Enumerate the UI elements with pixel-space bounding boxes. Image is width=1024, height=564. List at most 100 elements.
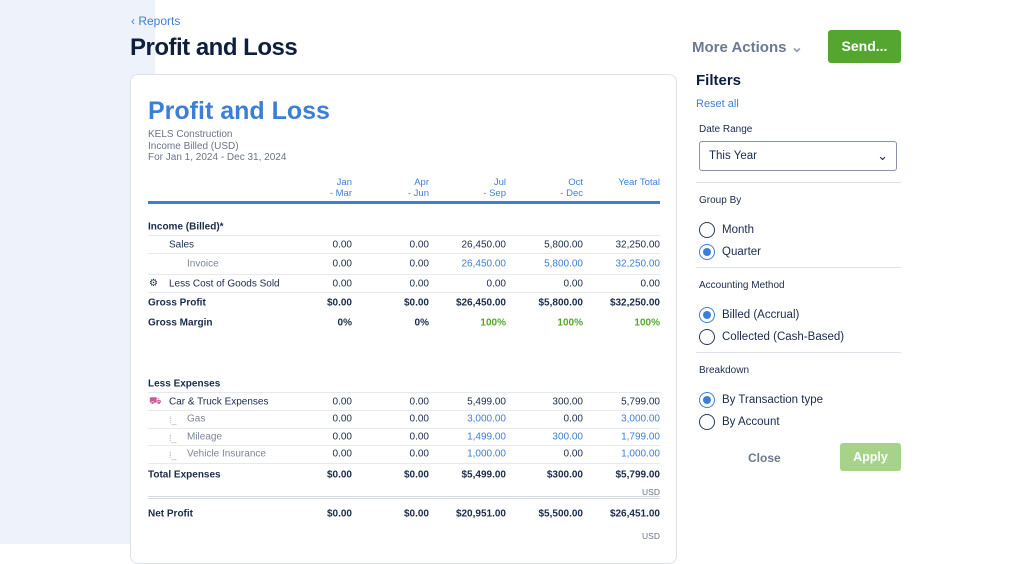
amount: 0.00 [563, 448, 583, 460]
amount-link[interactable]: 3,000.00 [467, 413, 506, 425]
column-headers: Jan - Mar Apr - Jun Jul - Sep Oct - Dec Year Tot… [148, 177, 660, 204]
truck-icon: ⛟ [149, 396, 162, 407]
chevron-down-icon: ⌄ [790, 39, 804, 56]
amount: 0.00 [332, 396, 352, 407]
amount: $0.00 [403, 297, 429, 309]
radio-method-1[interactable]: Collected (Cash-Based) [699, 329, 844, 345]
amount: 100% [557, 317, 583, 329]
table-row [148, 333, 660, 375]
column-header-line: - Jun [407, 188, 429, 199]
column-header-line: Oct [568, 177, 583, 188]
report-card: Profit and Loss KELS Construction Income… [130, 74, 677, 564]
amount-link[interactable]: 1,000.00 [621, 448, 660, 460]
reset-all-link[interactable]: Reset all [696, 98, 739, 110]
amount: 0.00 [332, 413, 352, 425]
table-row: ⚙ Less Cost of Goods Sold 0.00 0.00 0.00 0.00… [148, 275, 660, 293]
amount: $5,800.00 [538, 297, 584, 309]
amount-link[interactable]: 300.00 [552, 431, 583, 443]
amount: 0.00 [332, 448, 352, 460]
radio-checked-icon [699, 392, 715, 408]
chevron-down-icon: ⌄ [877, 148, 888, 163]
send-button[interactable]: Send... [828, 30, 901, 63]
tree-branch-icon: ⁞_ [169, 432, 177, 443]
radio-breakdown-1[interactable]: By Account [699, 414, 780, 430]
row-label: Net Profit [148, 508, 193, 520]
radio-unchecked-icon [699, 329, 715, 345]
row-label: Gross Profit [148, 297, 206, 309]
more-actions-label: More Actions [692, 39, 787, 56]
table-row: Sales 0.00 0.00 26,450.00 5,800.00 32,250.00 [148, 236, 660, 254]
column-header-line: - Sep [483, 188, 506, 199]
column-header-line: Year Total [618, 177, 660, 188]
radio-label: By Transaction type [722, 394, 823, 406]
table-row: Less Expenses [148, 375, 660, 393]
table-row: Total Expenses $0.00 $0.00 $5,499.00 $300.00… [148, 464, 660, 497]
amount: $0.00 [403, 508, 429, 520]
radio-method-0[interactable]: Billed (Accrual) [699, 307, 799, 323]
back-to-reports-link[interactable]: ‹ Reports [131, 14, 180, 28]
amount: 0.00 [409, 258, 429, 270]
company-name: KELS Construction [148, 129, 233, 140]
amount: $32,250.00 [609, 297, 660, 309]
amount: 100% [634, 317, 660, 329]
amount: $26,450.00 [455, 297, 506, 309]
accounting-method-label: Accounting Method [699, 280, 785, 291]
row-label: Sales [169, 239, 195, 250]
amount-link[interactable]: 26,450.00 [461, 258, 507, 270]
divider [696, 352, 901, 353]
tree-branch-icon: ⁞_ [169, 415, 177, 425]
tree-branch-icon: ⁞_ [169, 450, 177, 460]
amount: 0.00 [409, 278, 429, 289]
amount: $0.00 [403, 469, 429, 480]
table-row: Gross Margin 0% 0% 100% 100% 100% [148, 313, 660, 333]
amount: 0.00 [409, 396, 429, 407]
amount: 0% [414, 317, 429, 329]
amount-link[interactable]: 5,800.00 [544, 258, 583, 270]
amount-link[interactable]: 1,799.00 [621, 431, 660, 443]
radio-group_by-1[interactable]: Quarter [699, 244, 761, 260]
column-header-line: - Mar [329, 188, 352, 199]
column-header-line: Jan [336, 177, 352, 188]
amount: $0.00 [326, 469, 352, 480]
column-header-line: Apr [414, 177, 429, 188]
date-range-select[interactable]: This Year ⌄ [699, 141, 897, 171]
radio-breakdown-0[interactable]: By Transaction type [699, 392, 823, 408]
amount: 26,450.00 [461, 239, 507, 250]
amount-link[interactable]: 32,250.00 [615, 258, 661, 270]
amount: $300.00 [546, 469, 583, 480]
table-row: Gross Profit $0.00 $0.00 $26,450.00 $5,800.0… [148, 293, 660, 313]
apply-button[interactable]: Apply [840, 443, 901, 471]
radio-label: Quarter [722, 246, 761, 258]
amount-link[interactable]: 3,000.00 [621, 413, 660, 425]
more-actions-button[interactable]: More Actions ⌄ [692, 38, 803, 56]
amount: 5,499.00 [467, 396, 506, 407]
amount: 0.00 [409, 413, 429, 425]
row-label: Car & Truck Expenses [169, 396, 269, 407]
column-header: Jan - Mar [275, 177, 352, 199]
report-table: Income (Billed)* Sales 0.00 0.00 26,450.00 5,… [148, 218, 660, 541]
amount-link[interactable]: 1,499.00 [467, 431, 506, 443]
report-basis: Income Billed (USD) [148, 140, 239, 152]
radio-group_by-0[interactable]: Month [699, 222, 754, 238]
report-meta: KELS Construction Income Billed (USD) Fo… [148, 129, 286, 164]
amount-link[interactable]: 1,000.00 [467, 448, 506, 460]
divider [696, 267, 901, 268]
column-header: Apr - Jun [352, 177, 429, 199]
amount: $5,500.00 [538, 508, 584, 520]
amount: 100% [480, 317, 506, 329]
table-row: ⁞_ Mileage 0.00 0.00 1,499.00 300.00 1,799.00 [148, 429, 660, 446]
row-label: Less Expenses [148, 378, 221, 389]
report-period: For Jan 1, 2024 - Dec 31, 2024 [148, 152, 287, 163]
column-header: Jul - Sep [429, 177, 506, 199]
group-by-label: Group By [699, 195, 742, 206]
row-label: Gas [187, 413, 206, 425]
table-row: Invoice 0.00 0.00 26,450.00 5,800.00 32,250.0… [148, 254, 660, 275]
radio-label: By Account [722, 416, 780, 428]
table-row: ⁞_ Vehicle Insurance 0.00 0.00 1,000.00 0.00 1… [148, 446, 660, 464]
column-header: Year Total [583, 177, 660, 188]
column-header-line: - Dec [560, 188, 583, 199]
amount: $0.00 [326, 508, 352, 520]
close-button[interactable]: Close [748, 451, 781, 465]
amount: $20,951.00 [455, 508, 506, 520]
radio-checked-icon [699, 307, 715, 323]
